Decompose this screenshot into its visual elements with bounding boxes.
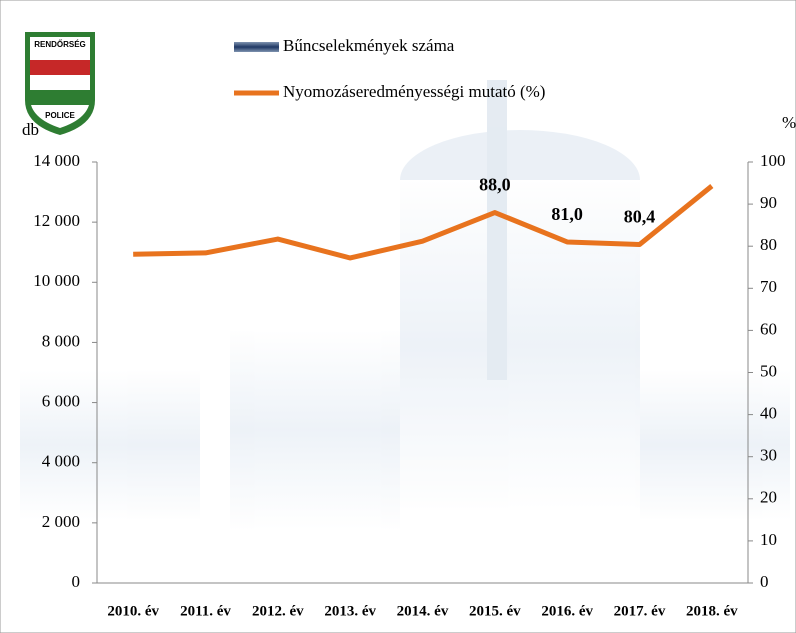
y-tick-label: 2 000 [42,512,80,531]
data-label: 80,4 [624,207,656,227]
x-tick-label: 2015. év [469,603,521,619]
y2-tick-label: 100 [760,151,786,170]
y2-tick-label: 20 [760,488,777,507]
y2-tick-label: 90 [760,193,777,212]
y2-tick-label: 10 [760,530,777,549]
y2-tick-label: 60 [760,319,777,338]
y2-tick-label: 40 [760,404,777,423]
y-tick-label: 10 000 [33,271,80,290]
y2-axis-label: % [782,113,796,132]
y-tick-label: 6 000 [42,391,80,410]
legend-label: Nyomozáseredményességi mutató (%) [283,82,545,101]
y2-tick-label: 50 [760,361,777,380]
data-label: 81,0 [551,204,583,224]
x-tick-label: 2014. év [397,603,449,619]
legend-label: Bűncselekmények száma [283,36,455,55]
x-tick-label: 2010. év [107,603,159,619]
legend-swatch [234,42,279,52]
y2-tick-label: 0 [760,572,769,591]
y2-tick-label: 30 [760,446,777,465]
y-tick-label: 0 [72,572,81,591]
x-tick-label: 2018. év [686,603,738,619]
x-tick-label: 2011. év [180,603,231,619]
y2-tick-label: 70 [760,277,777,296]
x-tick-label: 2016. év [541,603,593,619]
chart: RENDŐRSÉG POLICE db % 0 2 000 4 000 6 000 8 … [0,0,796,633]
x-tick-label: 2013. év [324,603,376,619]
logo-text: POLICE [45,111,75,120]
y-tick-label: 14 000 [33,151,80,170]
x-tick-label: 2017. év [614,603,666,619]
page: {"chart_data": {"type": "combo", "annota… [0,0,796,633]
logo-text: RENDŐRSÉG [34,40,86,49]
y-tick-label: 8 000 [42,331,80,350]
y2-tick-label: 80 [760,235,777,254]
data-label: 88,0 [479,175,511,195]
y-tick-label: 12 000 [33,211,80,230]
x-tick-label: 2012. év [252,603,304,619]
y-tick-label: 4 000 [42,452,80,471]
y-axis-label: db [22,120,39,139]
